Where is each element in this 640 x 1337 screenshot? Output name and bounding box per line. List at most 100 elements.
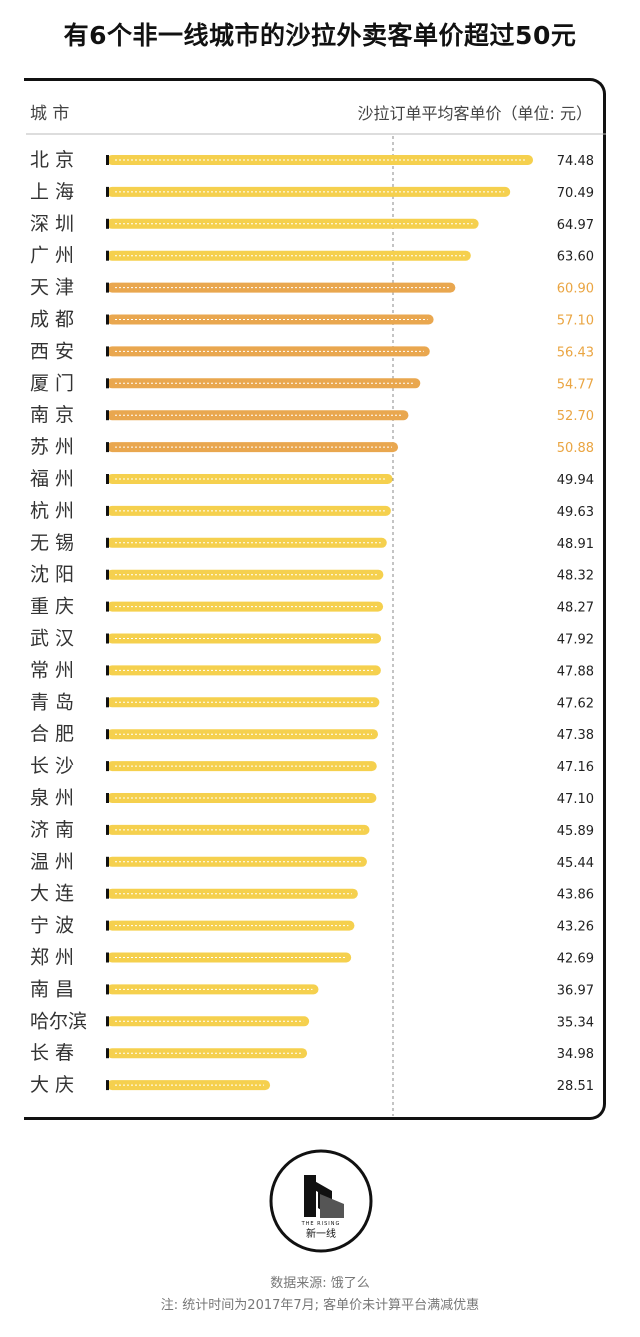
bar-start-tick	[106, 378, 109, 389]
category-label: 长 沙	[30, 755, 74, 777]
value-label: 70.49	[557, 186, 594, 201]
category-label: 北 京	[30, 149, 74, 171]
category-label: 苏 州	[30, 436, 74, 458]
bar-chart: 城 市 沙拉订单平均客单价（单位: 元） 北 京 74.48 上 海 70.49 深 圳 64…	[26, 104, 606, 1116]
value-label: 47.88	[557, 664, 594, 679]
bar-start-tick	[106, 633, 109, 644]
bar-start-tick	[106, 442, 109, 453]
category-label: 合 肥	[30, 723, 74, 745]
bar	[107, 282, 456, 293]
data-source: 数据来源: 饿了么	[270, 1276, 370, 1291]
value-label: 42.69	[557, 952, 594, 967]
value-label: 56.43	[557, 345, 594, 360]
category-label: 大 庆	[30, 1074, 74, 1096]
chart-title: 有6个非一线城市的沙拉外卖客单价超过50元	[63, 21, 577, 50]
value-label: 45.89	[557, 824, 594, 839]
bar-start-tick	[106, 1048, 109, 1059]
bar	[107, 761, 377, 772]
chart-panel	[24, 78, 606, 1120]
category-label: 重 庆	[30, 596, 74, 618]
bar	[107, 824, 370, 835]
category-label: 常 州	[30, 659, 74, 681]
category-label: 郑 州	[30, 947, 74, 969]
value-label: 48.32	[557, 569, 594, 584]
category-label: 宁 波	[30, 915, 74, 937]
value-label: 63.60	[557, 250, 594, 265]
bar	[107, 314, 434, 325]
bar-start-tick	[106, 761, 109, 772]
value-label: 45.44	[557, 856, 594, 871]
value-label: 43.86	[557, 888, 594, 903]
value-label: 49.63	[557, 505, 594, 520]
bar	[107, 793, 377, 803]
footnote: 注: 统计时间为2017年7月; 客单价未计算平台满减优惠	[160, 1298, 480, 1313]
value-label: 50.88	[557, 441, 594, 456]
value-label: 47.62	[557, 696, 594, 711]
bar-start-tick	[106, 1080, 109, 1091]
bar-start-tick	[106, 824, 109, 835]
bar	[107, 410, 409, 421]
bar	[107, 569, 384, 580]
value-label: 43.26	[557, 920, 594, 935]
category-label: 深 圳	[30, 213, 74, 235]
bar-start-tick	[106, 474, 109, 484]
category-label: 济 南	[30, 819, 74, 841]
header-city-label: 城 市	[30, 104, 69, 124]
bar-start-tick	[106, 729, 109, 740]
value-label: 47.38	[557, 728, 594, 743]
bar	[107, 952, 352, 963]
category-label: 成 都	[30, 309, 74, 331]
value-label: 60.90	[557, 282, 594, 297]
category-label: 天 津	[30, 277, 74, 299]
category-label: 南 京	[30, 404, 74, 426]
bar-start-tick	[106, 155, 109, 165]
bar-start-tick	[106, 856, 109, 867]
bar-start-tick	[106, 665, 109, 676]
bar-start-tick	[106, 793, 109, 803]
category-label: 无 锡	[30, 532, 74, 554]
category-label: 福 州	[30, 468, 74, 490]
value-label: 28.51	[557, 1079, 594, 1094]
bar-start-tick	[106, 250, 109, 261]
category-label: 温 州	[30, 851, 74, 873]
bar-start-tick	[106, 505, 109, 516]
logo-brand-cn: 新一线	[306, 1227, 336, 1240]
value-label: 52.70	[557, 409, 594, 424]
bar	[107, 920, 355, 931]
header-value-label: 沙拉订单平均客单价（单位: 元）	[358, 104, 592, 123]
bar-start-tick	[106, 346, 109, 357]
category-label: 上 海	[30, 181, 74, 203]
bar-start-tick	[106, 314, 109, 325]
value-label: 49.94	[557, 473, 594, 488]
category-label: 长 春	[30, 1042, 74, 1064]
value-label: 35.34	[557, 1015, 594, 1030]
bar-start-tick	[106, 920, 109, 931]
value-label: 64.97	[557, 218, 594, 233]
bar	[107, 601, 384, 612]
category-label: 南 昌	[30, 978, 74, 1000]
category-label: 大 连	[30, 883, 74, 905]
bar-start-tick	[106, 569, 109, 580]
bar-start-tick	[106, 984, 109, 995]
category-label: 广 州	[30, 245, 74, 267]
category-label: 沈 阳	[30, 564, 74, 586]
bar	[107, 474, 393, 484]
bar-start-tick	[106, 218, 109, 229]
bar-start-tick	[106, 410, 109, 421]
value-label: 48.27	[557, 601, 594, 616]
value-label: 47.16	[557, 760, 594, 775]
bar-start-tick	[106, 697, 109, 708]
bar	[107, 537, 387, 548]
value-label: 57.10	[557, 314, 594, 329]
category-label: 青 岛	[30, 691, 74, 713]
bar-start-tick	[106, 186, 109, 197]
category-label: 泉 州	[30, 787, 74, 809]
category-label: 武 汉	[30, 628, 74, 650]
logo-brand-small: THE RISING	[301, 1221, 341, 1227]
value-label: 47.10	[557, 792, 594, 807]
value-label: 34.98	[557, 1047, 594, 1062]
value-label: 48.91	[557, 537, 594, 552]
value-label: 47.92	[557, 633, 594, 648]
bar-start-tick	[106, 1016, 109, 1027]
bar-start-tick	[106, 282, 109, 293]
